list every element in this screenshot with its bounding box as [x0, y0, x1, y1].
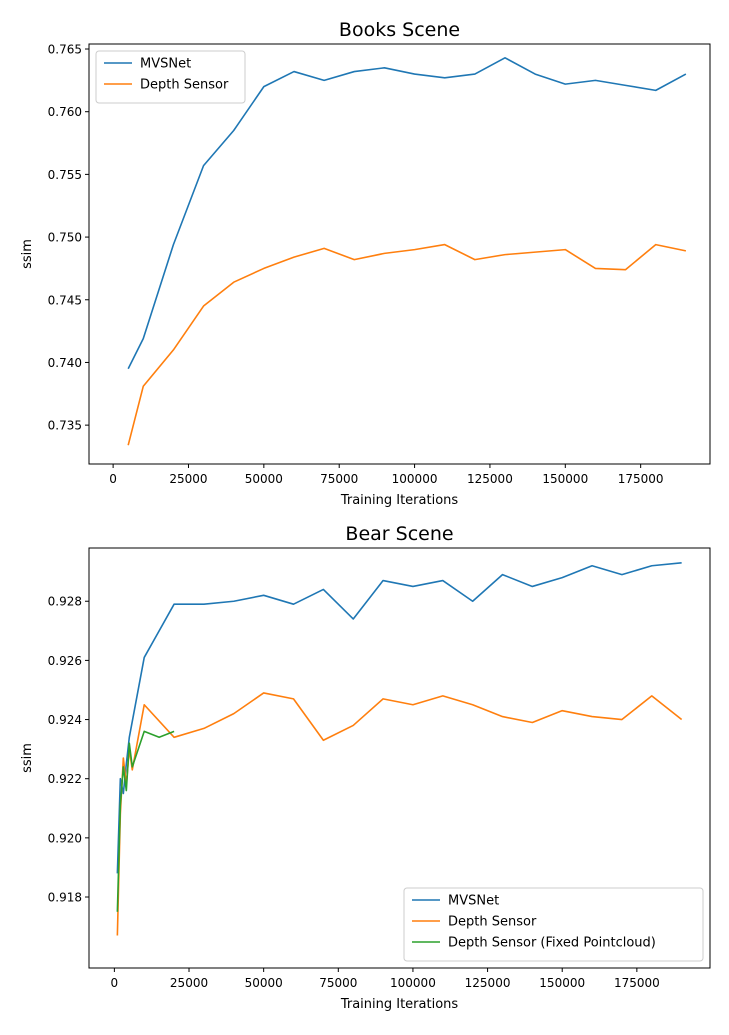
legend-frame — [95, 50, 246, 104]
x-tick-label: 125000 — [467, 472, 513, 486]
x-tick-label: 0 — [109, 472, 117, 486]
y-tick-label: 0.735 — [48, 419, 82, 433]
x-tick-label: 100000 — [392, 472, 438, 486]
y-tick-label: 0.918 — [48, 891, 82, 905]
y-tick-label: 0.760 — [48, 105, 82, 119]
legend-label-1: MVSNet — [140, 57, 191, 72]
series-line-3 — [116, 730, 175, 912]
x-tick-label: 75000 — [319, 976, 357, 990]
y-tick-label: 0.750 — [48, 231, 82, 245]
series-line-1 — [116, 561, 682, 874]
x-tick-label: 150000 — [539, 976, 585, 990]
x-tick-label: 50000 — [245, 472, 283, 486]
y-tick-label: 0.924 — [48, 713, 82, 727]
x-tick-label: 175000 — [614, 976, 660, 990]
y-axis-label: ssim — [20, 743, 35, 773]
x-tick-label: 175000 — [618, 472, 664, 486]
legend-frame — [403, 887, 704, 962]
chart-title: Books Scene — [339, 19, 460, 41]
x-tick-label: 125000 — [465, 976, 511, 990]
x-tick-label: 25000 — [169, 472, 207, 486]
y-tick-label: 0.740 — [48, 356, 82, 370]
series-line-1 — [127, 56, 687, 370]
legend: MVSNet Depth Sensor — [95, 50, 246, 104]
x-tick-label: 150000 — [542, 472, 588, 486]
y-axis-label: ssim — [20, 239, 35, 269]
y-tick-label: 0.745 — [48, 293, 82, 307]
y-tick-label: 0.922 — [48, 772, 82, 786]
y-tick-label: 0.928 — [48, 595, 82, 609]
x-tick-label: 50000 — [245, 976, 283, 990]
y-tick-label: 0.920 — [48, 831, 82, 845]
y-tick-label: 0.926 — [48, 654, 82, 668]
x-tick-label: 75000 — [320, 472, 358, 486]
legend-label-1: MVSNet — [448, 894, 499, 909]
legend: MVSNet Depth Sensor Depth Sensor (Fixed Po… — [403, 887, 704, 962]
legend-label-2: Depth Sensor — [448, 915, 537, 930]
chart-2: Bear Scene 0 25000 50000 75000 100000 125000 15… — [20, 523, 711, 1012]
legend-label-3: Depth Sensor (Fixed Pointcloud) — [448, 936, 656, 951]
legend-label-2: Depth Sensor — [140, 78, 229, 93]
chart-1: Books Scene 0 25000 50000 75000 100000 125000 1… — [20, 19, 711, 508]
y-tick-label: 0.765 — [48, 43, 82, 57]
y-tick-label: 0.755 — [48, 168, 82, 182]
series-line-2 — [127, 243, 687, 446]
x-tick-label: 100000 — [390, 976, 436, 990]
plot-area-frame — [88, 43, 711, 465]
x-axis-label: Training Iterations — [340, 997, 459, 1012]
x-tick-label: 25000 — [170, 976, 208, 990]
x-tick-label: 0 — [111, 976, 119, 990]
chart-title: Bear Scene — [345, 523, 453, 545]
x-axis-label: Training Iterations — [340, 493, 459, 508]
plot-area-frame — [88, 547, 711, 969]
